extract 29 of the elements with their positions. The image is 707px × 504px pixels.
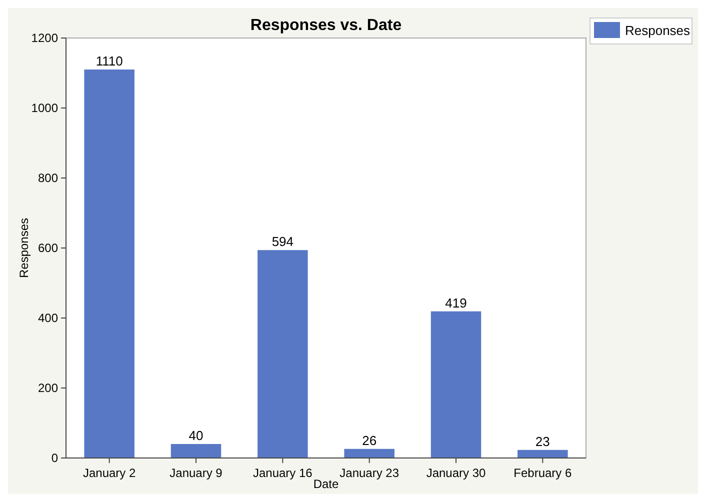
y-tick-label: 400 — [38, 311, 58, 326]
bar — [518, 450, 568, 458]
data-label: 1110 — [96, 54, 123, 68]
data-label: 40 — [188, 428, 204, 443]
y-tick-label: 0 — [51, 451, 58, 466]
y-axis-title: Responses — [17, 218, 31, 278]
y-tick-label: 800 — [38, 171, 58, 186]
x-tick-label: January 16 — [252, 466, 313, 480]
data-label: 23 — [535, 434, 550, 449]
chart-title: Responses vs. Date — [250, 17, 402, 34]
y-tick-label: 200 — [38, 381, 58, 396]
y-tick-label: 600 — [38, 241, 58, 256]
legend-label: Responses — [625, 23, 691, 38]
x-tick-label: January 2 — [82, 466, 136, 480]
y-tick-label: 1200 — [31, 31, 58, 46]
data-label: 419 — [445, 295, 467, 310]
bar — [430, 311, 482, 458]
x-axis-title: Date — [313, 477, 339, 491]
x-tick-label: January 30 — [426, 466, 486, 480]
x-tick-label: January 23 — [340, 466, 400, 480]
bar — [344, 448, 394, 458]
data-label: 594 — [272, 234, 294, 250]
bar — [84, 70, 134, 458]
x-tick-label: February 6 — [514, 466, 572, 480]
bar — [170, 444, 222, 458]
bar — [258, 250, 308, 458]
x-tick-label: January 9 — [170, 466, 223, 480]
data-label: 26 — [362, 432, 377, 448]
y-tick-label: 1000 — [31, 101, 58, 116]
